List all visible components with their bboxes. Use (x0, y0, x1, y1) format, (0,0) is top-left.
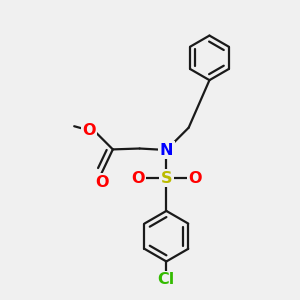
Text: S: S (160, 171, 172, 186)
Text: Cl: Cl (158, 272, 175, 287)
Text: O: O (82, 123, 96, 138)
Text: O: O (131, 171, 144, 186)
Text: N: N (160, 142, 173, 158)
Text: O: O (95, 175, 108, 190)
Text: O: O (188, 171, 202, 186)
